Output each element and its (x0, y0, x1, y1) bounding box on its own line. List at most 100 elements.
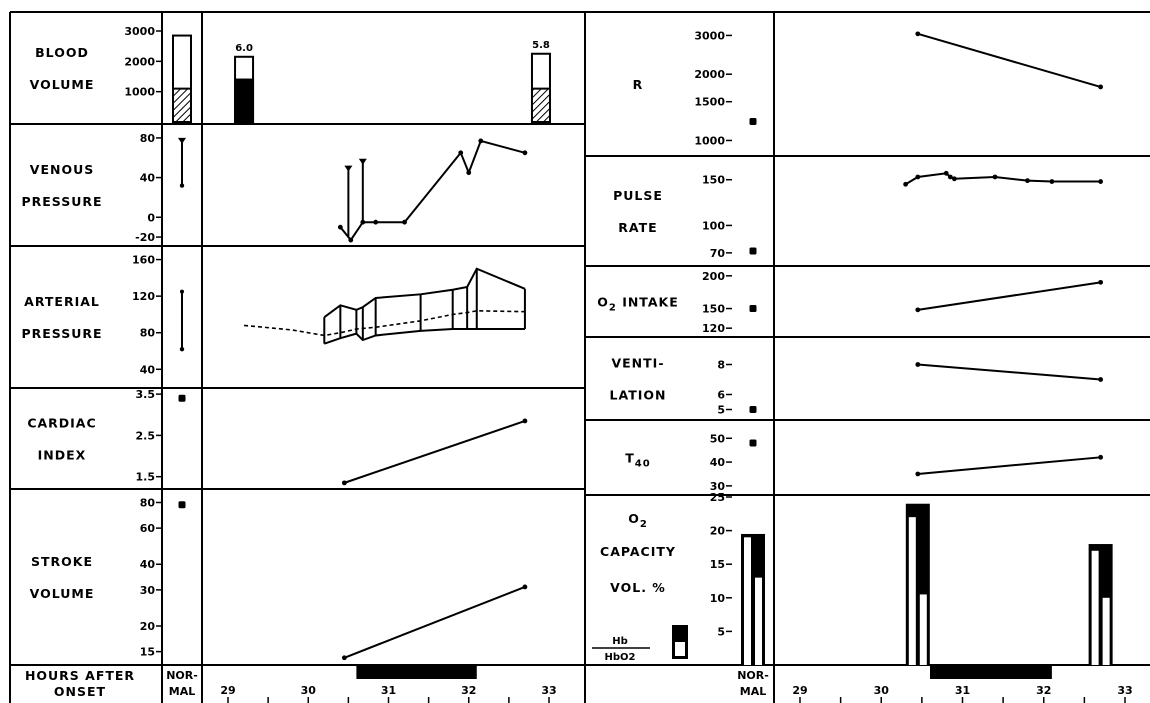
data-point-t40 (1098, 454, 1104, 460)
ytick-label-venous_pressure: 40 (140, 172, 156, 185)
data-point-venous_pressure (360, 219, 366, 225)
data-point-o2_intake (915, 307, 921, 313)
series-line-ventilation (917, 363, 1101, 381)
normal-value-t40 (749, 439, 757, 447)
data-point-t40 (915, 471, 921, 477)
ytick-label-stroke_volume: 80 (140, 496, 156, 509)
data-point-cardiac_index (341, 480, 347, 486)
ytick-label-venous_pressure: 0 (147, 211, 155, 224)
x-tick-label: 31 (955, 684, 970, 697)
normal-range-cap (179, 346, 185, 352)
series-line-venous_pressure (339, 139, 526, 242)
panel-label-venous_pressure: VENOUS (30, 162, 94, 177)
x-tick-label: 32 (1036, 684, 1051, 697)
panel-label-o2_intake: O2 INTAKE (597, 295, 679, 314)
ytick-label-cardiac_index: 3.5 (136, 388, 156, 401)
data-point-venous_pressure (373, 219, 379, 225)
series-line-stroke_volume (343, 586, 526, 659)
data-point-stroke_volume (522, 584, 528, 590)
panel-label-cardiac_index: INDEX (38, 448, 87, 463)
data-point-pulse_rate (1025, 178, 1030, 184)
data-point-venous_pressure (337, 224, 343, 230)
o2-capacity-bar-hb (908, 517, 916, 665)
ytick-label-blood_volume: 2000 (124, 55, 155, 68)
o2-capacity-bar-hbo2 (919, 594, 927, 665)
panel-label-o2_capacity: O2 (628, 511, 648, 530)
x-tick-label: 31 (381, 684, 396, 697)
y-axes: 1000 2000 3000 -20 0 40 80 40 80 120 160 1.5 2.5 3.5 1… (124, 25, 732, 659)
data-point-pulse_rate (951, 176, 957, 182)
legend-swatch-inner (675, 642, 685, 656)
red-cell-volume-bar (234, 78, 255, 123)
panel-label-stroke_volume: STROKE (31, 554, 93, 569)
ytick-label-o2_intake: 200 (702, 270, 725, 283)
data-point-venous_pressure (466, 170, 472, 176)
panel-labels: BLOOD VOLUME VENOUS PRESSURE ARTERIAL PRESSUR… (21, 45, 679, 601)
ytick-label-ventilation: 6 (717, 389, 725, 402)
normal-range-cap (180, 289, 184, 294)
ytick-label-t40: 30 (710, 480, 726, 493)
normal-value-r (749, 117, 757, 125)
normal-column-label: NOR- (737, 669, 769, 682)
panel-label-ventilation: VENTI- (611, 356, 664, 371)
mean-pressure-dashed-line (243, 309, 525, 337)
label-part: INTAKE (617, 295, 679, 310)
ytick-label-pulse_rate: 100 (702, 219, 725, 232)
ytick-label-venous_pressure: 80 (140, 132, 156, 145)
normal-column-label: MAL (740, 685, 766, 698)
ytick-label-o2_capacity: 10 (710, 592, 726, 605)
ytick-label-ventilation: 5 (717, 404, 725, 417)
normal-value-stroke_volume (178, 501, 186, 509)
panel-label-stroke_volume: VOLUME (30, 586, 95, 601)
x-tick-label: 33 (1117, 684, 1132, 697)
label-sub: 2 (609, 303, 617, 314)
x-tick-label: 29 (792, 684, 807, 697)
data-point-venous_pressure (478, 138, 484, 144)
panel-label-blood_volume: VOLUME (30, 77, 95, 92)
ytick-label-stroke_volume: 30 (140, 584, 156, 597)
data-point-o2_intake (1098, 279, 1104, 285)
panel-label-r: R (633, 77, 644, 92)
x-tick-label: 30 (301, 684, 317, 697)
ytick-label-t40: 50 (710, 432, 726, 445)
ytick-label-pulse_rate: 70 (710, 247, 726, 260)
ytick-label-o2_capacity: 5 (717, 625, 725, 638)
ytick-label-r: 3000 (694, 29, 725, 42)
data-point-stroke_volume (341, 655, 347, 661)
ytick-label-pulse_rate: 150 (702, 174, 725, 187)
data-point-pulse_rate (943, 170, 949, 176)
panel-label-cardiac_index: CARDIAC (27, 416, 96, 431)
venous-spike-cap (344, 165, 353, 172)
data-point-pulse_rate (1098, 179, 1104, 184)
ytick-label-r: 2000 (694, 68, 725, 81)
normal-o2-capacity-bar-hbo2 (755, 577, 762, 665)
x-tick-label: 33 (541, 684, 556, 697)
ytick-label-o2_capacity: 25 (710, 491, 725, 504)
panel-label-pulse_rate: PULSE (613, 188, 663, 203)
ytick-label-stroke_volume: 15 (140, 646, 155, 659)
normal-value-cardiac_index (178, 394, 186, 402)
series-line-r (917, 32, 1101, 88)
label-part: CAPACITY (600, 544, 676, 559)
ytick-label-ventilation: 8 (717, 359, 725, 372)
venous-spike-cap (358, 158, 367, 165)
hb-legend: Hb HbO2 (592, 625, 688, 663)
normal-value-pulse_rate (749, 247, 757, 255)
data-point-cardiac_index (522, 418, 528, 424)
label-part: T (625, 451, 635, 466)
panel-label-arterial_pressure: PRESSURE (21, 326, 102, 341)
label-sub: 2 (640, 519, 648, 530)
series-line-cardiac_index (344, 420, 526, 484)
label-part: O (628, 511, 640, 526)
ytick-label-blood_volume: 1000 (124, 86, 155, 99)
ytick-label-stroke_volume: 40 (140, 558, 156, 571)
o2-capacity-bar-hbo2 (1102, 597, 1110, 665)
panel-label-o2_capacity: VOL. % (610, 580, 666, 595)
bar-top-label: 5.8 (532, 40, 550, 51)
data-point-ventilation (915, 362, 921, 367)
normal-range-cap (179, 183, 185, 188)
ytick-label-arterial_pressure: 120 (132, 290, 155, 303)
data-point-r (1098, 84, 1104, 90)
data-point-pulse_rate (947, 174, 953, 180)
